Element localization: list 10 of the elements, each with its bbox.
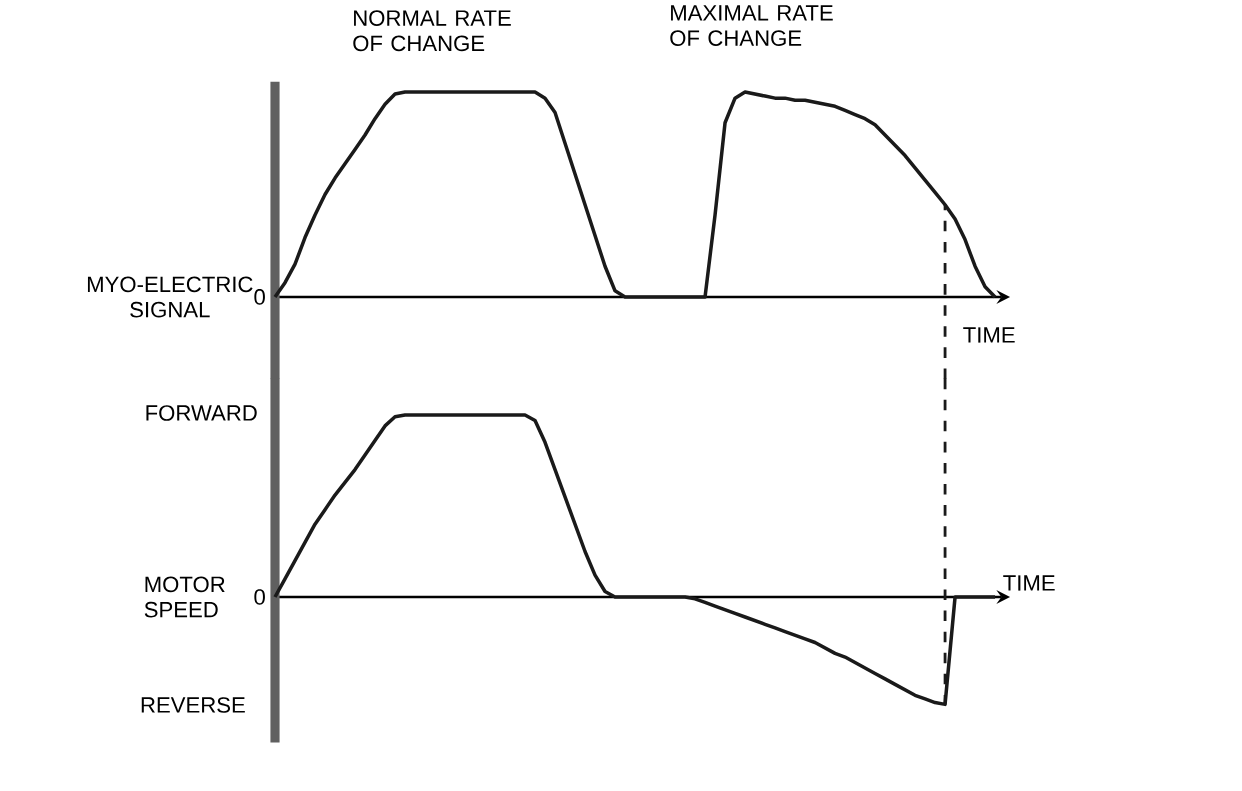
x-axis-title: TIME: [963, 327, 1015, 343]
text: 0: [254, 589, 265, 605]
text: 0: [254, 289, 265, 305]
text: MAXIMAL RATE OF CHANGE: [670, 5, 833, 46]
text: FORWARD: [146, 405, 257, 421]
y-axis-title: MOTOR SPEED: [144, 576, 225, 618]
y-axis-title: MYO-ELECTRIC SIGNAL: [87, 276, 253, 318]
text: REVERSE: [141, 697, 245, 713]
x-axis-title: TIME: [1003, 575, 1055, 591]
text: NORMAL RATE OF CHANGE: [353, 10, 511, 52]
